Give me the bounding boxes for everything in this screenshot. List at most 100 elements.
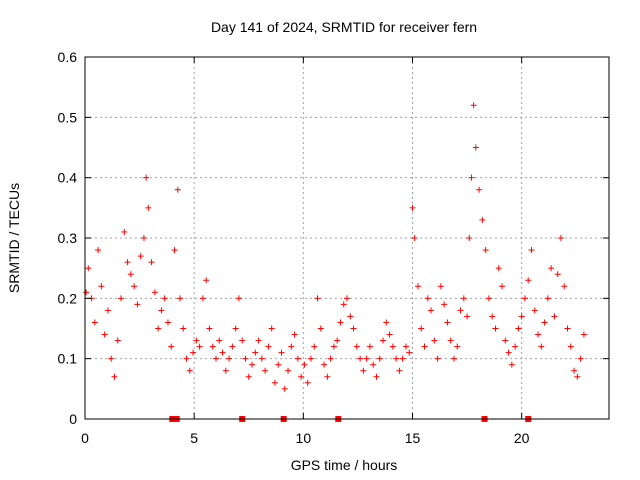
data-point [476,186,483,193]
data-point [353,343,360,350]
data-point [85,265,92,272]
data-point [393,355,400,362]
y-tick-label: 0.1 [58,351,78,367]
data-point [134,301,141,308]
data-point [499,283,506,290]
data-point [557,235,564,241]
data-point [515,325,522,332]
data-point [528,247,535,254]
data-point [311,343,318,350]
data-point [450,355,457,362]
data-point [155,325,162,332]
data-point [206,325,213,332]
data-point [101,331,108,338]
data-point [91,319,98,326]
data-point [108,355,115,362]
data-point [508,361,515,368]
data-point [548,265,555,272]
data-point [298,373,305,380]
y-tick-label: 0.2 [58,290,78,306]
data-point [468,174,475,181]
data-point [304,379,311,386]
data-point [252,349,259,356]
data-point [421,343,428,350]
data-point [525,277,532,284]
data-point [424,295,431,302]
x-tick-label: 15 [405,430,421,446]
data-point [402,343,409,350]
data-point [327,355,334,362]
data-point [245,373,252,380]
data-point [281,385,288,392]
data-point [360,367,367,374]
data-point [242,355,249,362]
data-point [95,247,102,254]
data-point [437,283,444,290]
data-point [199,295,206,302]
data-point [551,313,558,320]
data-point [307,355,314,362]
data-point [418,325,425,332]
data-point [485,295,492,302]
data-point [350,325,357,332]
data-point [268,325,275,332]
data-point [131,283,138,290]
data-point [196,343,203,350]
data-point [337,319,344,326]
data-point [366,343,373,350]
data-point [330,343,337,350]
data-point [380,337,387,344]
data-point [344,295,350,302]
y-axis-label: SRMTID / TECUs [6,183,22,293]
data-point [406,349,413,356]
data-point [317,325,324,332]
y-tick-label: 0.5 [58,109,78,125]
data-point [137,253,144,260]
data-point [464,313,471,320]
data-point [383,319,390,326]
data-point [370,361,377,368]
chart-title: Day 141 of 2024, SRMTID for receiver fer… [211,19,477,35]
data-point [83,289,90,296]
data-point [321,361,328,368]
data-point [111,373,118,380]
data-point [373,373,380,380]
data-point [232,325,239,332]
data-point [521,295,528,302]
data-point [531,307,538,314]
data-point [186,367,193,374]
data-point [363,355,370,362]
data-point [470,102,477,109]
data-point [219,349,226,356]
data-point [124,259,131,266]
data-point [291,331,298,338]
data-point [489,313,496,320]
data-point [249,361,256,368]
data-point [176,295,183,302]
data-point [340,301,347,308]
y-tick-label: 0 [69,411,77,427]
data-point [180,325,187,332]
data-point [376,355,383,362]
data-point [580,331,587,338]
data-point [222,367,229,374]
data-point [535,331,542,338]
data-point [114,337,121,344]
data-point [428,307,435,314]
data-point [183,355,190,362]
x-axis-label: GPS time / hours [291,457,398,473]
data-point [347,313,354,320]
y-tick-label: 0.6 [58,49,78,65]
data-point [161,295,168,302]
data-point [414,283,421,290]
data-point [399,355,406,362]
data-point [334,337,341,344]
data-point [541,319,548,326]
data-point [544,295,551,302]
data-point [235,295,242,302]
data-point [278,349,285,356]
data-point [127,271,134,278]
data-point [151,289,158,296]
data-point [203,277,210,284]
data-point [271,379,278,386]
